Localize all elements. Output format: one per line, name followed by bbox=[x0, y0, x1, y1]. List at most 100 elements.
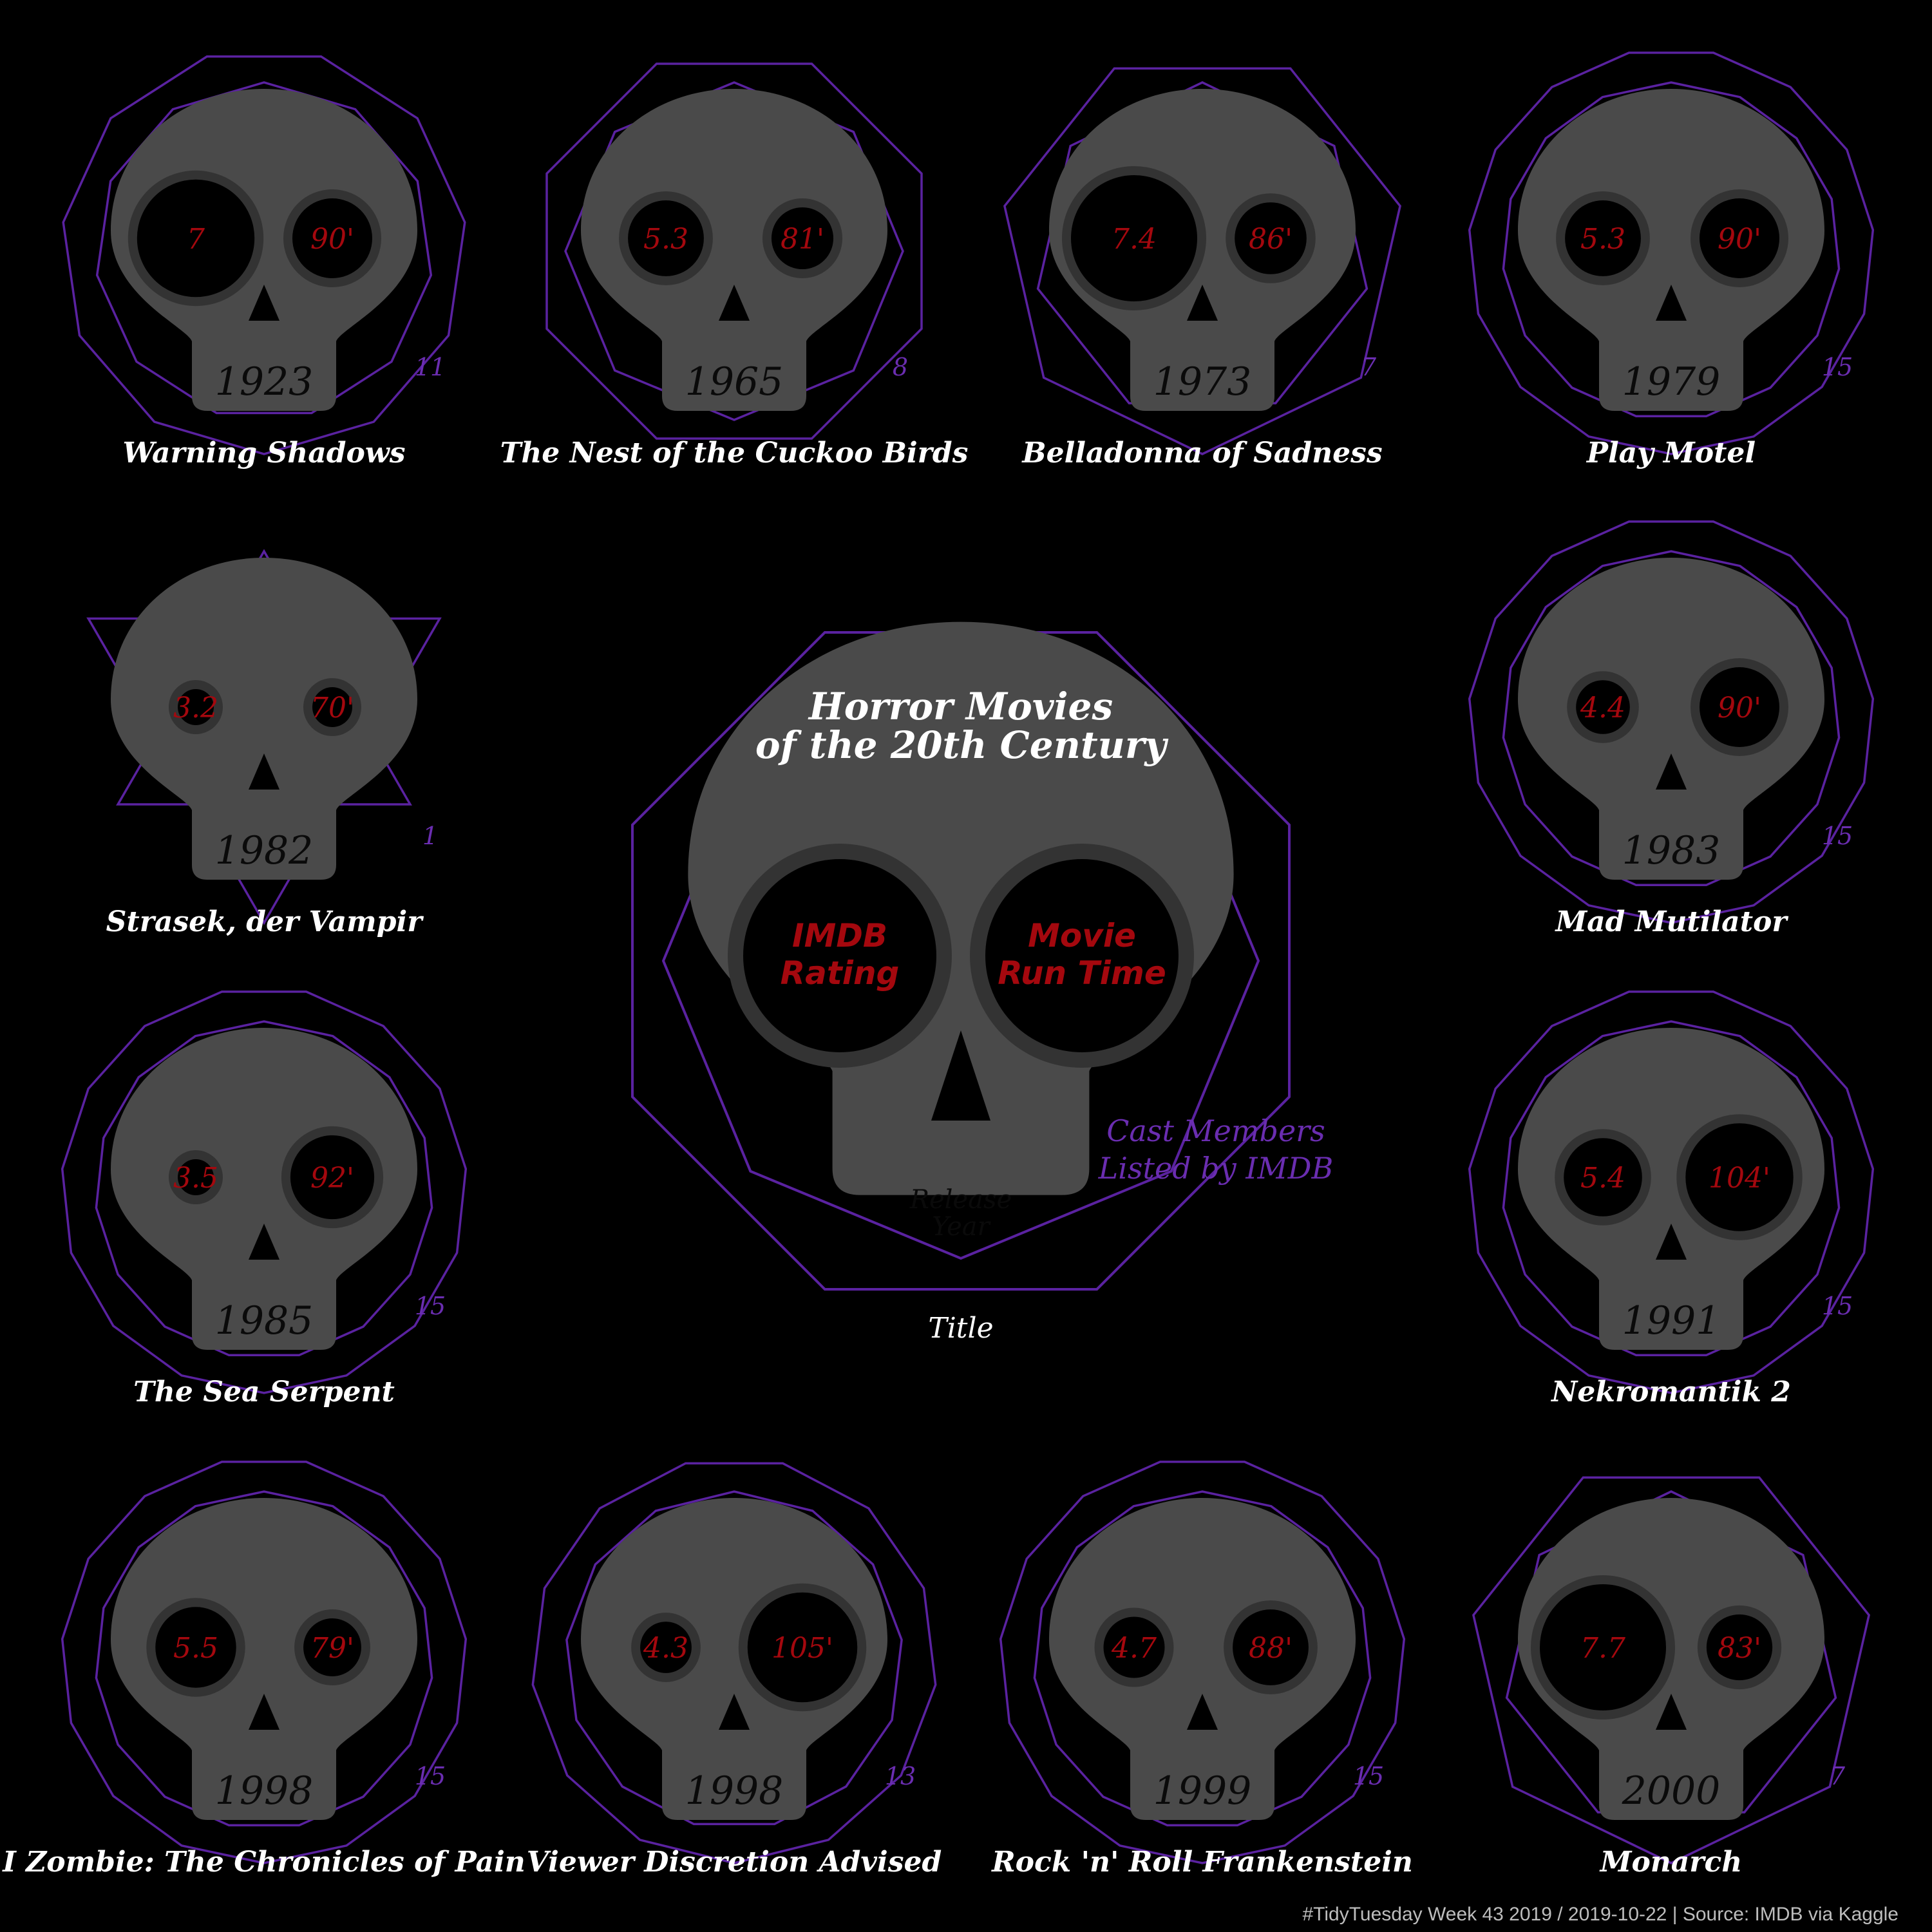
rating-label: 4.3 bbox=[643, 1632, 688, 1665]
eye-rating bbox=[1564, 1138, 1642, 1217]
eye-rating bbox=[178, 689, 214, 725]
eye-runtime bbox=[1685, 1123, 1794, 1231]
cast-polygon-outer bbox=[61, 1461, 468, 1864]
nose-icon bbox=[1656, 285, 1687, 321]
cast-polygon-outer bbox=[1003, 67, 1401, 455]
movie-title: The Nest of the Cuckoo Birds bbox=[500, 437, 969, 469]
cast-polygon-outer bbox=[61, 990, 468, 1394]
nose-icon bbox=[249, 1694, 279, 1730]
skull-shape bbox=[111, 1028, 417, 1350]
nose-icon bbox=[1656, 1224, 1687, 1260]
caption: #TidyTuesday Week 43 2019 / 2019-10-22 |… bbox=[1302, 1904, 1899, 1925]
movie-skull: 4.4 90' 1983 15 Mad Mutilator bbox=[1468, 520, 1875, 938]
cast-count-label: 11 bbox=[415, 353, 446, 381]
nose-icon bbox=[719, 285, 750, 321]
movie-skull: 7 90' 1923 11 Warning Shadows bbox=[62, 55, 466, 469]
eye-runtime bbox=[292, 198, 372, 278]
movie-title: Nekromantik 2 bbox=[1550, 1376, 1791, 1408]
cast-count-label: 8 bbox=[893, 353, 908, 381]
rating-label: 5.4 bbox=[1580, 1162, 1625, 1195]
cast-polygon-outer bbox=[999, 1461, 1406, 1864]
nose-icon bbox=[719, 1694, 750, 1730]
rating-label: 3.5 bbox=[173, 1162, 218, 1195]
cast-polygon-outer bbox=[1468, 520, 1875, 924]
eye-rating bbox=[155, 1607, 236, 1688]
nose-icon bbox=[1656, 753, 1687, 790]
year-label: 2000 bbox=[1622, 1768, 1721, 1814]
rating-label: 7.4 bbox=[1112, 223, 1157, 256]
year-label: 1982 bbox=[215, 828, 314, 873]
chart-title: Horror Movies of the 20th Century bbox=[755, 685, 1169, 767]
eye-rating bbox=[1103, 1616, 1165, 1678]
runtime-label: 81' bbox=[781, 223, 824, 256]
runtime-label: 86' bbox=[1249, 223, 1293, 256]
cast-count-label: 7 bbox=[1361, 353, 1377, 381]
eye-runtime bbox=[290, 1135, 375, 1220]
skull-shape bbox=[1518, 558, 1824, 880]
cast-count-label: 15 bbox=[415, 1762, 446, 1790]
skull-grid: 7 90' 1923 11 Warning Shadows 5.3 81' 1965 8 The … bbox=[1, 52, 1875, 1879]
cast-count-label: 13 bbox=[885, 1762, 916, 1790]
eye-rating bbox=[1565, 200, 1641, 276]
skull-shape bbox=[581, 89, 887, 411]
nose-icon bbox=[1656, 1694, 1687, 1730]
year-label: 1998 bbox=[215, 1768, 314, 1814]
rating-label: 5.5 bbox=[173, 1632, 218, 1665]
runtime-label: 90' bbox=[1718, 223, 1761, 256]
cast-polygon-outer bbox=[1468, 52, 1875, 455]
rating-label: 4.7 bbox=[1111, 1632, 1157, 1665]
movie-title: Monarch bbox=[1599, 1846, 1743, 1879]
runtime-label: 90' bbox=[310, 223, 354, 256]
movie-skull: 5.3 81' 1965 8 The Nest of the Cuckoo Birds bbox=[500, 62, 969, 469]
movie-title: The Sea Serpent bbox=[133, 1376, 395, 1408]
eye-runtime bbox=[771, 207, 834, 270]
movie-skull: 3.5 92' 1985 15 The Sea Serpent bbox=[61, 990, 468, 1408]
nose-icon bbox=[249, 1224, 279, 1260]
year-label: 1973 bbox=[1153, 359, 1252, 404]
key-cast-label: Cast Members Listed by IMDB bbox=[1098, 1113, 1334, 1186]
eye-rating bbox=[640, 1622, 692, 1673]
movie-skull: 7.7 83' 2000 7 Monarch bbox=[1472, 1476, 1870, 1879]
runtime-label: 105' bbox=[772, 1632, 833, 1665]
year-label: 1985 bbox=[215, 1298, 314, 1343]
eye-runtime bbox=[747, 1592, 858, 1703]
runtime-label: 79' bbox=[310, 1632, 354, 1665]
eye-rating bbox=[137, 179, 255, 298]
movie-title: Rock 'n' Roll Frankenstein bbox=[990, 1846, 1413, 1879]
eye-runtime bbox=[1706, 1614, 1773, 1681]
key-rating-label: IMDB Rating bbox=[781, 917, 900, 992]
movie-title: Mad Mutilator bbox=[1554, 905, 1788, 938]
nose-icon bbox=[1187, 285, 1218, 321]
cast-polygon-outer bbox=[62, 55, 466, 455]
movie-skull: 3.2 70' 1982 1 Strasek, der Vampir bbox=[86, 549, 442, 938]
nose-icon bbox=[1187, 1694, 1218, 1730]
rating-label: 4.4 bbox=[1580, 692, 1625, 724]
year-label: 1998 bbox=[685, 1768, 784, 1814]
year-label: 1983 bbox=[1622, 828, 1721, 873]
key-polygon-outer bbox=[631, 631, 1291, 1291]
movie-title: Play Motel bbox=[1586, 437, 1756, 469]
rating-label: 5.3 bbox=[1580, 223, 1625, 256]
eye-rating bbox=[1071, 175, 1197, 301]
cast-count-label: 15 bbox=[1822, 822, 1853, 850]
movie-skull: 4.3 105' 1998 13 Viewer Discretion Advised bbox=[527, 1462, 942, 1879]
runtime-label: 104' bbox=[1709, 1162, 1770, 1195]
cast-polygon-outer bbox=[1468, 990, 1875, 1394]
cast-polygon-outer bbox=[545, 62, 923, 440]
cast-count-label: 15 bbox=[415, 1292, 446, 1320]
eye-rating bbox=[1540, 1584, 1666, 1710]
movie-title: Belladonna of Sadness bbox=[1021, 437, 1382, 469]
center-key: IMDB Rating Movie Run Time Release Year Cast M… bbox=[631, 621, 1334, 1345]
skull-shape bbox=[111, 89, 417, 411]
nose-icon bbox=[249, 753, 279, 790]
skull-shape bbox=[581, 1498, 887, 1820]
runtime-label: 90' bbox=[1718, 692, 1761, 724]
cast-count-label: 7 bbox=[1830, 1762, 1846, 1790]
eye-rating bbox=[178, 1159, 214, 1195]
movie-skull: 5.3 90' 1979 15 Play Motel bbox=[1468, 52, 1875, 469]
year-label: 1965 bbox=[685, 359, 784, 404]
year-label: 1991 bbox=[1622, 1298, 1721, 1343]
eye-runtime bbox=[312, 687, 352, 727]
movie-title: Viewer Discretion Advised bbox=[527, 1846, 942, 1879]
